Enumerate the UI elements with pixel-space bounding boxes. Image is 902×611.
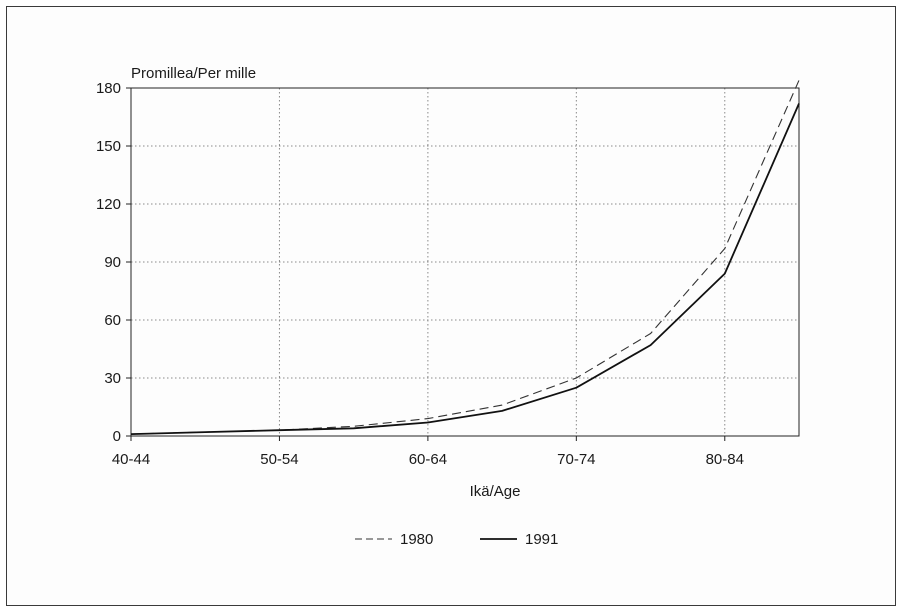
chart-frame: [6, 6, 896, 606]
series-line-1980: [130, 80, 800, 435]
axis-ticks: 0 30 60 90 120 150 180 40-44 50-54 60-64 70-74 80-8…: [96, 80, 744, 468]
grid-lines: [131, 87, 799, 436]
x-tick-label: 50-54: [260, 451, 298, 468]
x-tick-label: 40-44: [112, 451, 150, 468]
y-axis-label: Promillea/Per mille: [131, 65, 256, 82]
x-axis-label: Ikä/Age: [470, 483, 521, 500]
legend-label-1991: 1991: [525, 531, 558, 548]
x-tick-label: 70-74: [557, 451, 595, 468]
y-tick-label: 30: [104, 370, 121, 387]
y-tick-label: 120: [96, 196, 121, 213]
y-tick-label: 90: [104, 254, 121, 271]
y-tick-label: 180: [96, 80, 121, 97]
x-tick-label: 60-64: [409, 451, 447, 468]
x-tick-label: 80-84: [706, 451, 744, 468]
y-tick-label: 0: [113, 428, 121, 445]
legend: 1980 1991: [355, 531, 558, 548]
series-lines: [130, 80, 800, 435]
y-tick-label: 60: [104, 312, 121, 329]
series-line-1991: [130, 103, 800, 435]
legend-label-1980: 1980: [400, 531, 433, 548]
y-tick-label: 150: [96, 138, 121, 155]
